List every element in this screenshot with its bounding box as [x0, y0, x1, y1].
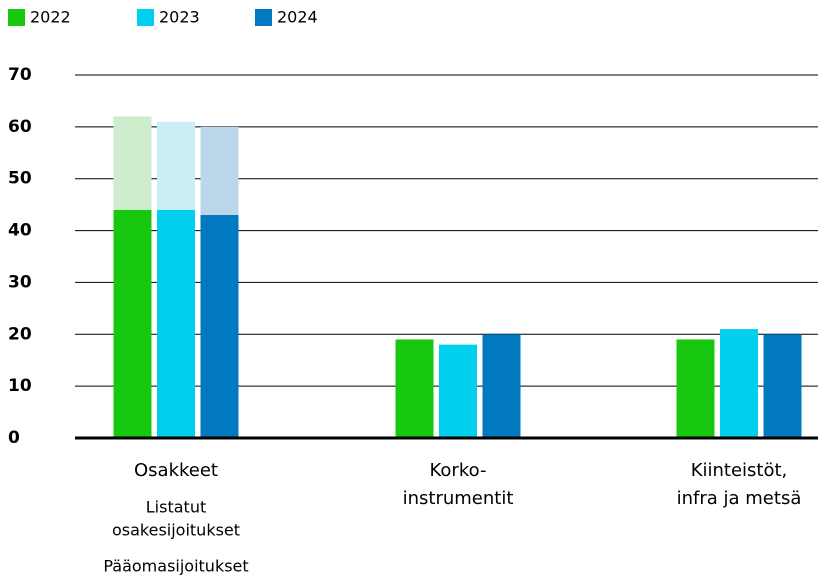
bar-upper — [200, 126, 239, 216]
legend-label: 2022 — [30, 8, 71, 27]
x-tick-label: Korko- — [430, 460, 487, 481]
y-tick-label: 10 — [8, 376, 32, 396]
bar — [395, 339, 434, 438]
y-tick-label: 60 — [8, 117, 32, 137]
y-tick-label: 40 — [8, 221, 32, 241]
x-tick-label: Kiinteistöt, — [691, 460, 788, 481]
y-tick-label: 30 — [8, 272, 32, 292]
legend-swatch — [255, 9, 272, 26]
y-tick-label: 0 — [8, 428, 20, 448]
legend-swatch — [137, 9, 154, 26]
sub-label: Pääomasijoitukset — [103, 557, 248, 576]
bar — [157, 209, 195, 438]
x-tick-label: instrumentit — [403, 488, 514, 509]
bar — [482, 334, 521, 438]
bar — [439, 344, 477, 438]
y-tick-label: 20 — [8, 324, 32, 344]
bar — [676, 339, 715, 438]
x-tick-label: infra ja metsä — [677, 488, 802, 509]
bar — [720, 329, 758, 438]
x-tick-label: Osakkeet — [134, 460, 218, 481]
y-tick-label: 70 — [8, 65, 32, 85]
bar — [763, 334, 802, 438]
legend-label: 2023 — [159, 8, 200, 27]
sub-label: Listatut — [146, 498, 206, 517]
bar — [113, 209, 152, 438]
bar-upper — [113, 116, 152, 210]
bar-upper — [157, 121, 195, 210]
y-tick-label: 50 — [8, 169, 32, 189]
sub-label: osakesijoitukset — [112, 521, 240, 540]
legend-swatch — [8, 9, 25, 26]
bar — [200, 215, 239, 438]
legend-label: 2024 — [277, 8, 318, 27]
